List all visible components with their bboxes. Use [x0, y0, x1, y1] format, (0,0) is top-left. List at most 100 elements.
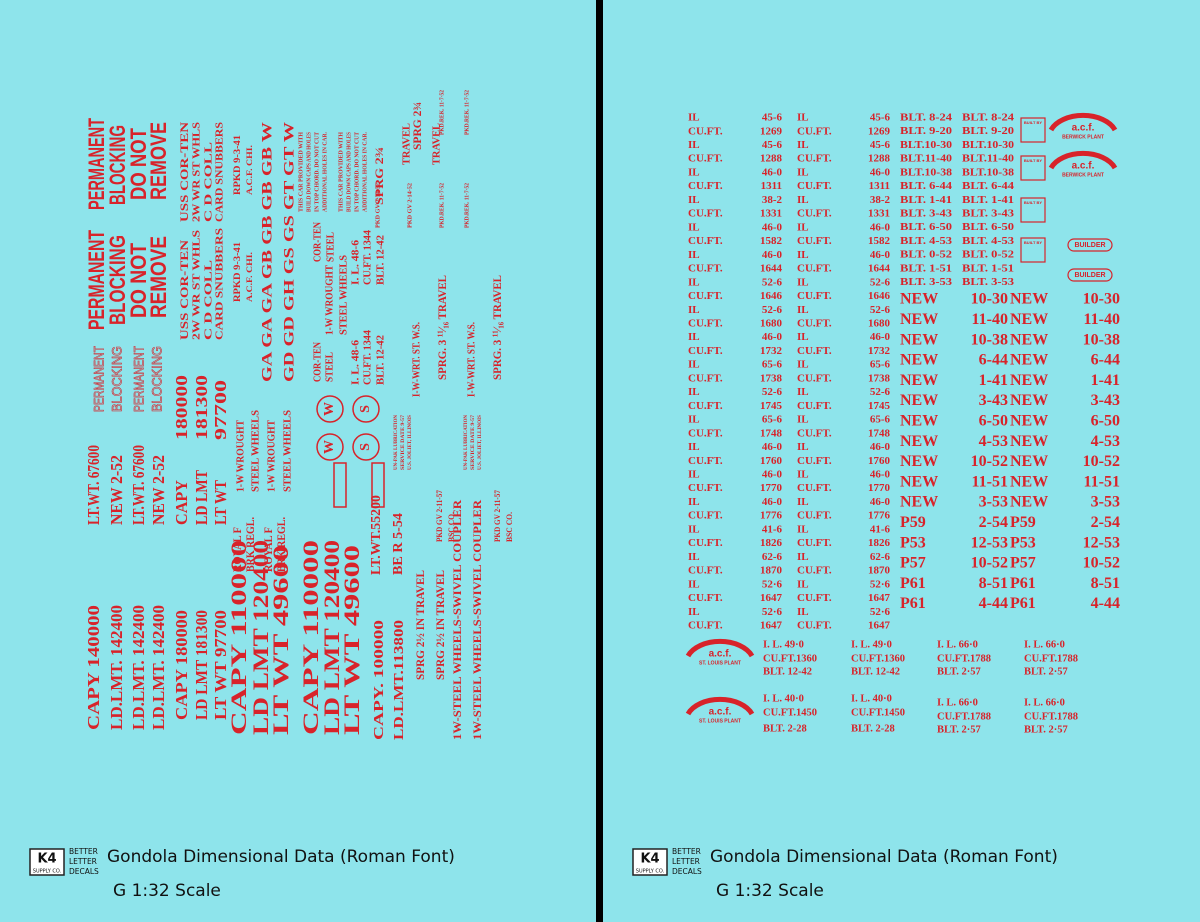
built-date: BLT. 6-50 — [962, 222, 1014, 233]
row-label: CU.FT. — [797, 592, 832, 604]
decal-text: I-W-WRT. ST. W.S. — [411, 322, 423, 397]
big-label: P59 — [900, 514, 926, 531]
row-value: 46-0 — [762, 496, 783, 508]
footer-brand: DECALS — [69, 867, 99, 876]
built-date: BLT. 8-24 — [900, 112, 953, 123]
built-date: BLT. 6-44 — [900, 181, 953, 192]
decal-text: LT.WT. 67600 — [84, 445, 103, 525]
row-label: CU.FT. — [797, 180, 832, 192]
row-value: 46-0 — [870, 249, 891, 261]
row-label: IL — [797, 194, 809, 206]
row-value: 46-0 — [762, 249, 783, 261]
decal-text: PKD.REK. 11-7-52 — [439, 183, 445, 228]
decal-text: SPRG 2¾ — [372, 147, 386, 205]
row-value: 46-0 — [870, 469, 891, 481]
decal-text: U.S. JOLIET, ILLINOIS — [408, 415, 413, 470]
decal-text: UN-PAK LUBRICATION — [464, 415, 469, 470]
decal-text: SERVICE DATE 9-57 — [401, 414, 406, 470]
decal-text: SERVICE DATE 9-57 — [471, 414, 476, 470]
decal-text: SPRG 2½ IN TRAVEL — [433, 570, 447, 680]
row-label: IL — [688, 606, 700, 618]
decal-text: CAPY 110000 — [226, 540, 251, 735]
big-label: NEW — [1010, 291, 1048, 308]
built-date: BLT.11-40 — [900, 154, 952, 165]
row-value: 1647 — [760, 620, 783, 632]
row-label: IL — [797, 249, 809, 261]
logo-acf: a.c.f. — [709, 649, 732, 660]
row-value: 46-0 — [870, 441, 891, 453]
big-label: NEW — [900, 311, 938, 328]
decal-text: USS COR-TEN — [177, 240, 191, 340]
row-value: 45-6 — [762, 112, 783, 124]
row-value: 1647 — [868, 592, 891, 604]
logo-plant: ST. LOUIS PLANT — [699, 660, 741, 666]
decal-text: C D COLL — [203, 260, 215, 340]
big-value: 6-44 — [1091, 352, 1120, 369]
decal-text: PKD GV 2-14-52 — [407, 183, 413, 228]
decal-text: BRK REGL. — [243, 517, 257, 572]
big-label: NEW — [900, 494, 938, 511]
decal-text: TRAVEL — [431, 123, 443, 165]
decal-text: ADDITIONAL HOLES IN CAR. — [322, 132, 328, 212]
row-label: IL — [688, 331, 700, 343]
big-label: NEW — [1010, 372, 1048, 389]
built-badge — [1020, 117, 1046, 143]
decal-text: SPRG 2¾ — [410, 102, 424, 150]
big-label: NEW — [1010, 392, 1048, 409]
row-value: 46-0 — [870, 331, 891, 343]
row-label: IL — [688, 359, 700, 371]
row-value: 46-0 — [762, 441, 783, 453]
logo-acf: a.c.f. — [709, 707, 732, 718]
decal-text: BRK REGL. — [274, 517, 288, 572]
big-value: 4-44 — [979, 595, 1008, 612]
big-label: NEW — [1010, 494, 1048, 511]
row-value: 52·6 — [870, 606, 891, 618]
row-label: CU.FT. — [797, 317, 832, 329]
row-label: CU.FT. — [797, 235, 832, 247]
big-value: 3-43 — [979, 392, 1008, 409]
row-label: CU.FT. — [688, 345, 723, 357]
row-label: CU.FT. — [688, 482, 723, 494]
decal-text: LD LMT — [192, 469, 211, 525]
decal-text: REMOVE — [146, 236, 171, 318]
big-label: NEW — [1010, 311, 1048, 328]
decal-text: SPRG. 3 ¹¹⁄₁₆ TRAVEL — [490, 275, 504, 380]
built-date: BLT.11-40 — [962, 154, 1014, 165]
row-label: CU.FT. — [797, 400, 832, 412]
row-value: 46-0 — [762, 166, 783, 178]
row-label: IL — [688, 194, 700, 206]
block-line: BLT. 12-42 — [851, 666, 900, 677]
row-value: 1826 — [868, 537, 891, 549]
row-label: CU.FT. — [797, 565, 832, 577]
row-value: 1760 — [868, 455, 891, 467]
big-label: NEW — [900, 331, 938, 348]
big-value: 4-53 — [1091, 433, 1120, 450]
decal-text: U.S. JOLIET, ILLINOIS — [478, 415, 483, 470]
logo-arc — [1048, 112, 1118, 132]
built-date: BLT. 8-24 — [962, 112, 1015, 123]
row-label: CU.FT. — [688, 153, 723, 165]
big-value: 11-51 — [1084, 473, 1120, 490]
builder-text: BUILDER — [1074, 272, 1105, 279]
decal-text: STEEL WHEELS — [282, 410, 294, 492]
row-label: IL — [688, 441, 700, 453]
row-value: 1748 — [760, 427, 783, 439]
row-label: CU.FT. — [688, 620, 723, 632]
decal-text: 97700 — [211, 380, 230, 440]
circle-letter: S — [358, 443, 373, 451]
decal-text: USS COR-TEN — [177, 122, 191, 222]
row-label: CU.FT. — [797, 482, 832, 494]
row-value: 1288 — [868, 153, 891, 165]
row-label: IL — [688, 551, 700, 563]
footer-brand: LETTER — [69, 857, 97, 866]
decal-text: BUILD DOWN CAPS AND HOLES — [306, 131, 312, 212]
logo-arc — [685, 638, 755, 658]
decal-text: BLOCKING — [105, 235, 130, 325]
decal-text: COR-TEN — [312, 221, 323, 262]
decal-text: RPKD 9-3-41 — [232, 134, 242, 195]
decal-text: BLT. 12-42 — [375, 335, 386, 385]
row-label: IL — [688, 578, 700, 590]
row-value: 1732 — [760, 345, 783, 357]
logo-plant: BERWICK PLANT — [1062, 134, 1104, 140]
